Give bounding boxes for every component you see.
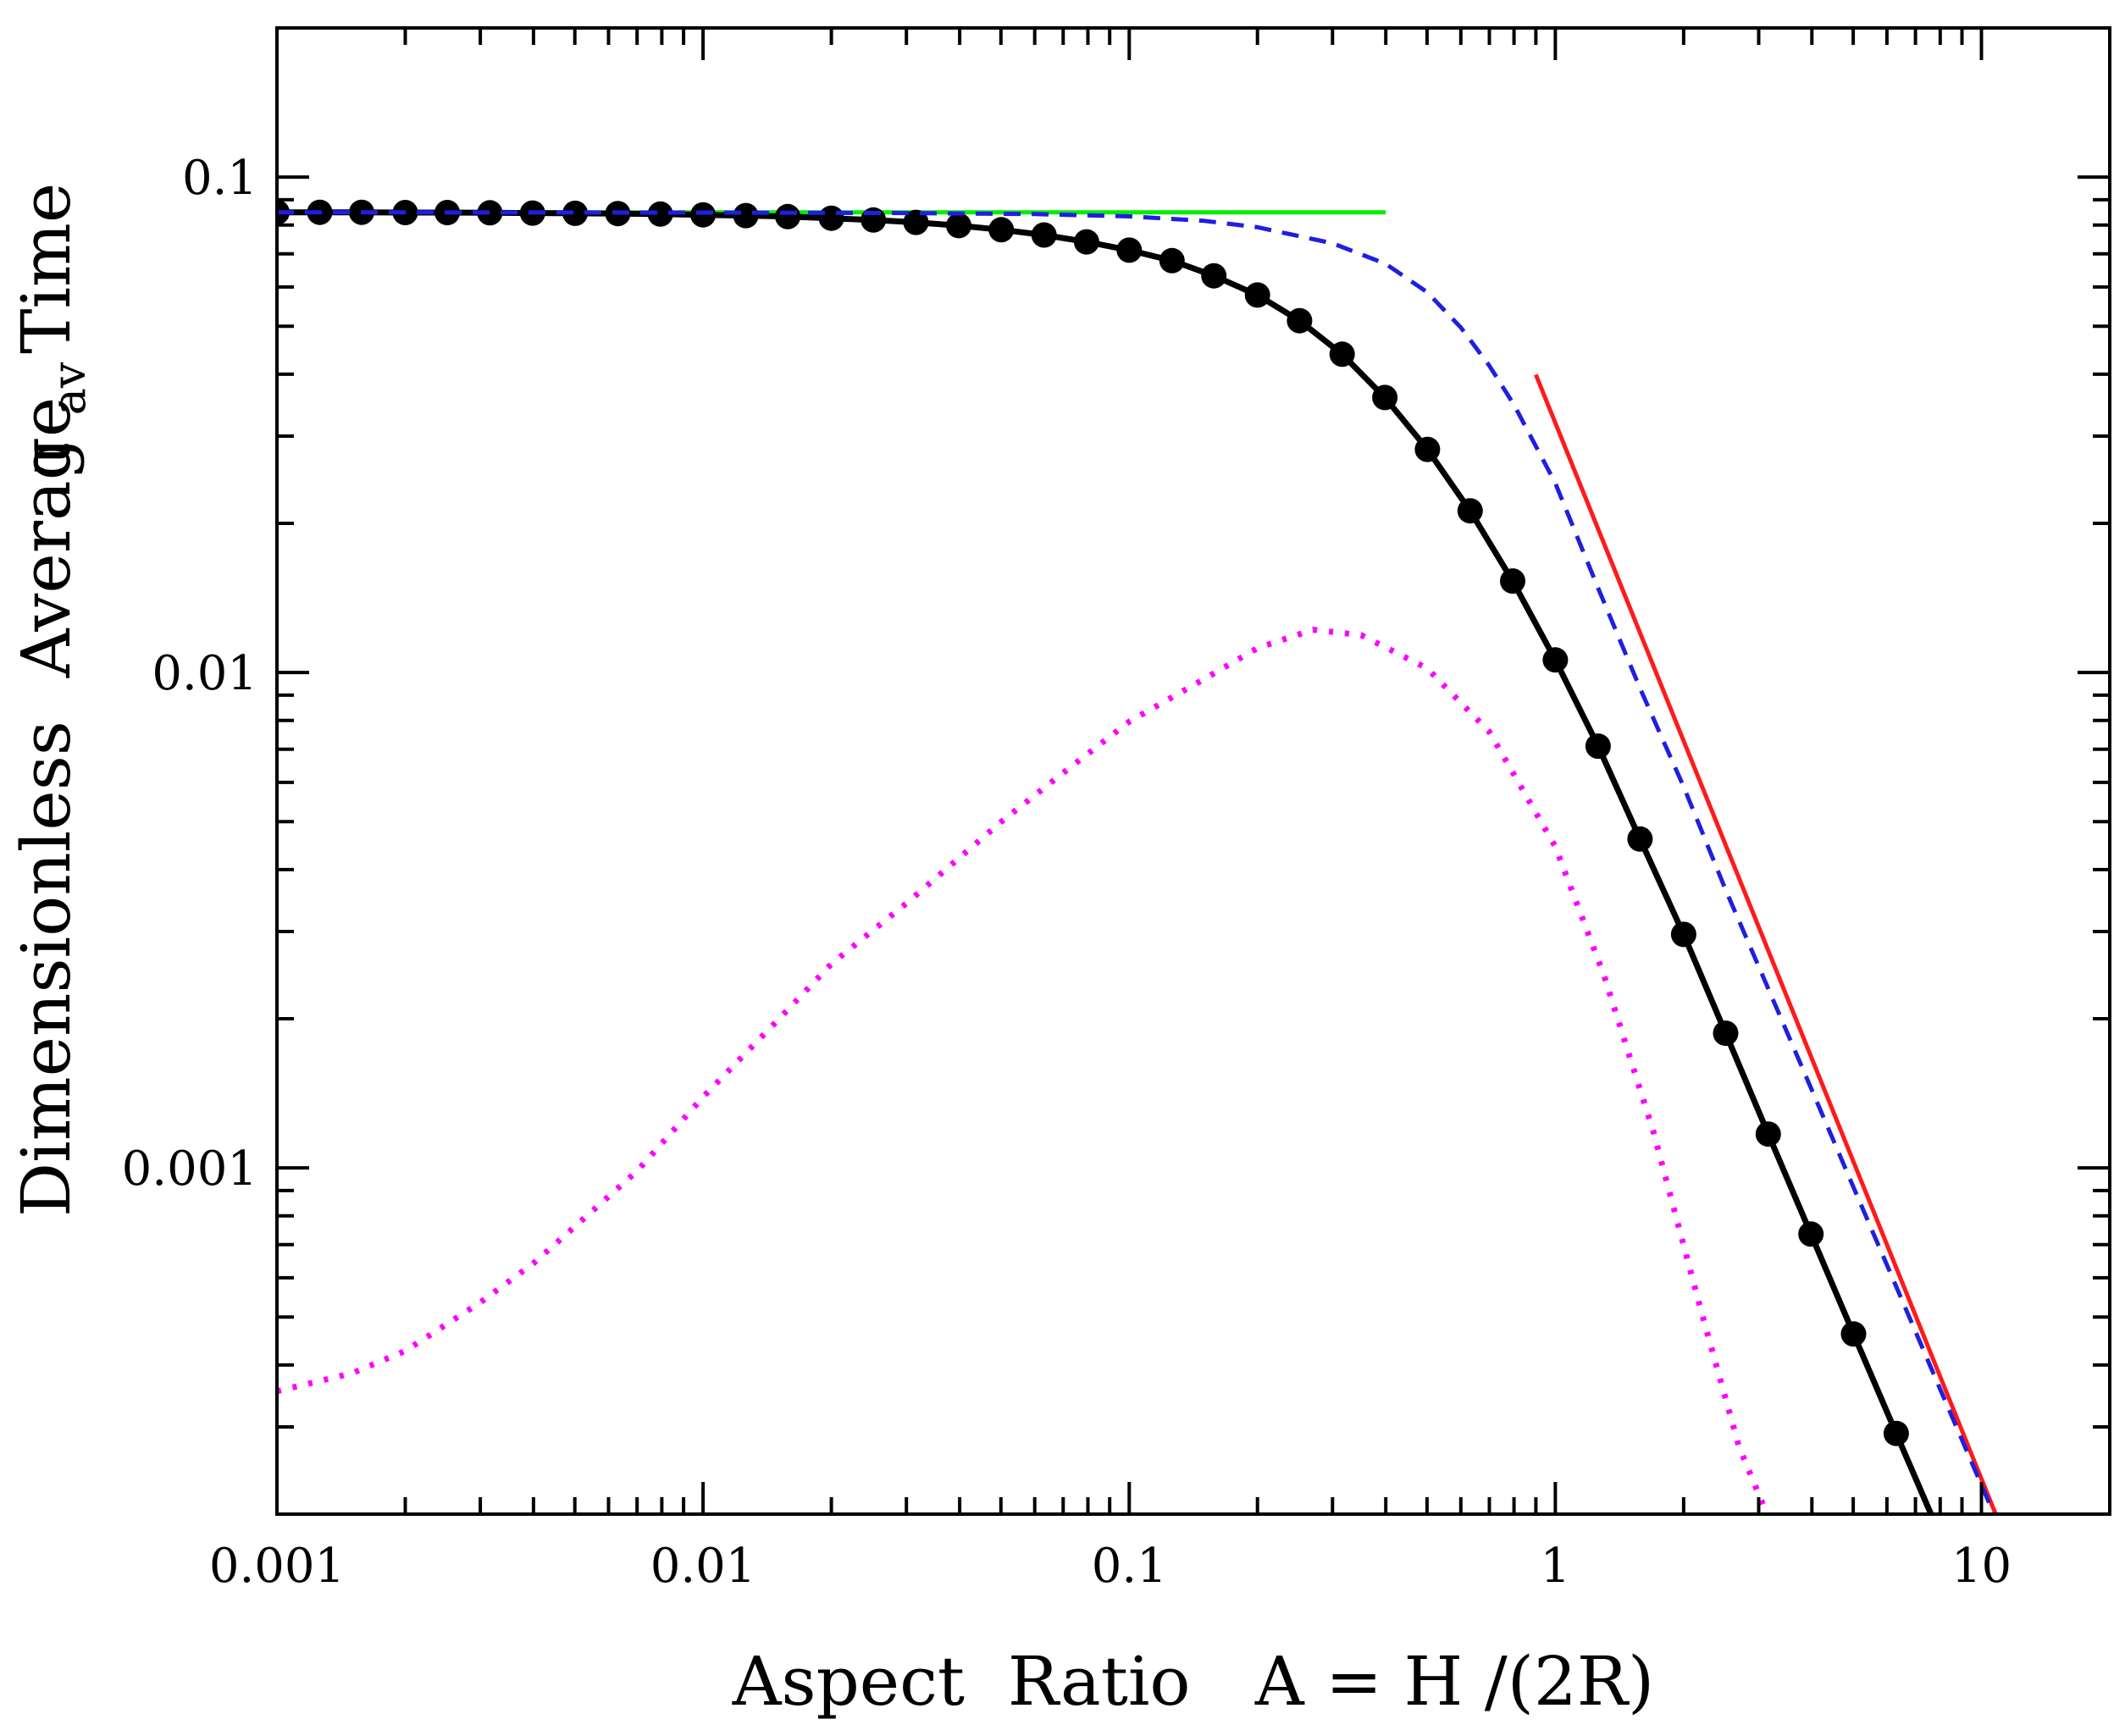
y-axis-label: Dimensionless Average Time τ av — [7, 75, 96, 1368]
y-tick-label: 0.1 — [182, 151, 257, 206]
data-point — [477, 200, 503, 226]
data-point — [1116, 237, 1143, 263]
data-point — [775, 203, 801, 229]
data-point — [1159, 247, 1185, 274]
x-axis-label: Aspect Ratio A = H /(2R) — [732, 1642, 1655, 1721]
plot-area — [277, 199, 1999, 1514]
data-point — [988, 217, 1015, 243]
x-tick-label: 0.01 — [650, 1539, 756, 1594]
data-point — [1372, 384, 1398, 411]
data-point — [1883, 1420, 1909, 1446]
series-line-difference — [277, 627, 1771, 1514]
x-tick-label: 0.1 — [1092, 1539, 1167, 1594]
x-tick-label: 10 — [1951, 1539, 2012, 1594]
data-point — [1073, 229, 1099, 255]
y-axis-label-subscript: av — [42, 362, 96, 415]
data-point — [1500, 568, 1525, 594]
data-point — [690, 202, 717, 228]
data-point — [562, 200, 589, 226]
data-point — [818, 205, 844, 231]
x-tick-label: 0.001 — [209, 1539, 345, 1594]
y-tick-label: 0.001 — [122, 1142, 257, 1197]
data-point — [1542, 647, 1569, 673]
y-tick-label: 0.01 — [152, 646, 257, 701]
data-point — [1713, 1020, 1739, 1047]
plot-frame — [275, 26, 2111, 1516]
data-point — [946, 213, 971, 239]
data-point — [1798, 1221, 1824, 1247]
data-point — [1031, 222, 1057, 248]
y-axis-label-main: Dimensionless Average Time — [7, 183, 86, 1217]
svg-text:τ av: τ av — [7, 362, 96, 474]
data-point — [1244, 282, 1270, 308]
tick-labels: 0.001 0.01 0.1 1 10 0.001 0.01 0.1 — [122, 151, 2012, 1594]
svg-text:Dimensionless Average Time: Dimensionless Average Time — [7, 75, 86, 1368]
data-point — [1585, 733, 1611, 760]
series-line-large-a-asymptote — [1534, 373, 1999, 1514]
data-point — [1329, 341, 1355, 368]
x-tick-label: 1 — [1541, 1539, 1571, 1594]
data-point — [1287, 307, 1313, 334]
data-point — [1670, 921, 1696, 948]
y-axis-label-symbol: τ — [7, 437, 86, 474]
data-point — [733, 202, 759, 229]
data-point — [1755, 1121, 1781, 1147]
data-point — [1627, 826, 1653, 852]
axis-ticks — [275, 26, 2111, 1516]
data-point — [1201, 263, 1227, 289]
data-point — [903, 209, 929, 235]
data-point — [1457, 498, 1483, 524]
data-point — [1840, 1321, 1867, 1347]
series-line-approximation — [277, 210, 1996, 1514]
data-point — [647, 201, 673, 227]
data-point — [1414, 436, 1441, 462]
